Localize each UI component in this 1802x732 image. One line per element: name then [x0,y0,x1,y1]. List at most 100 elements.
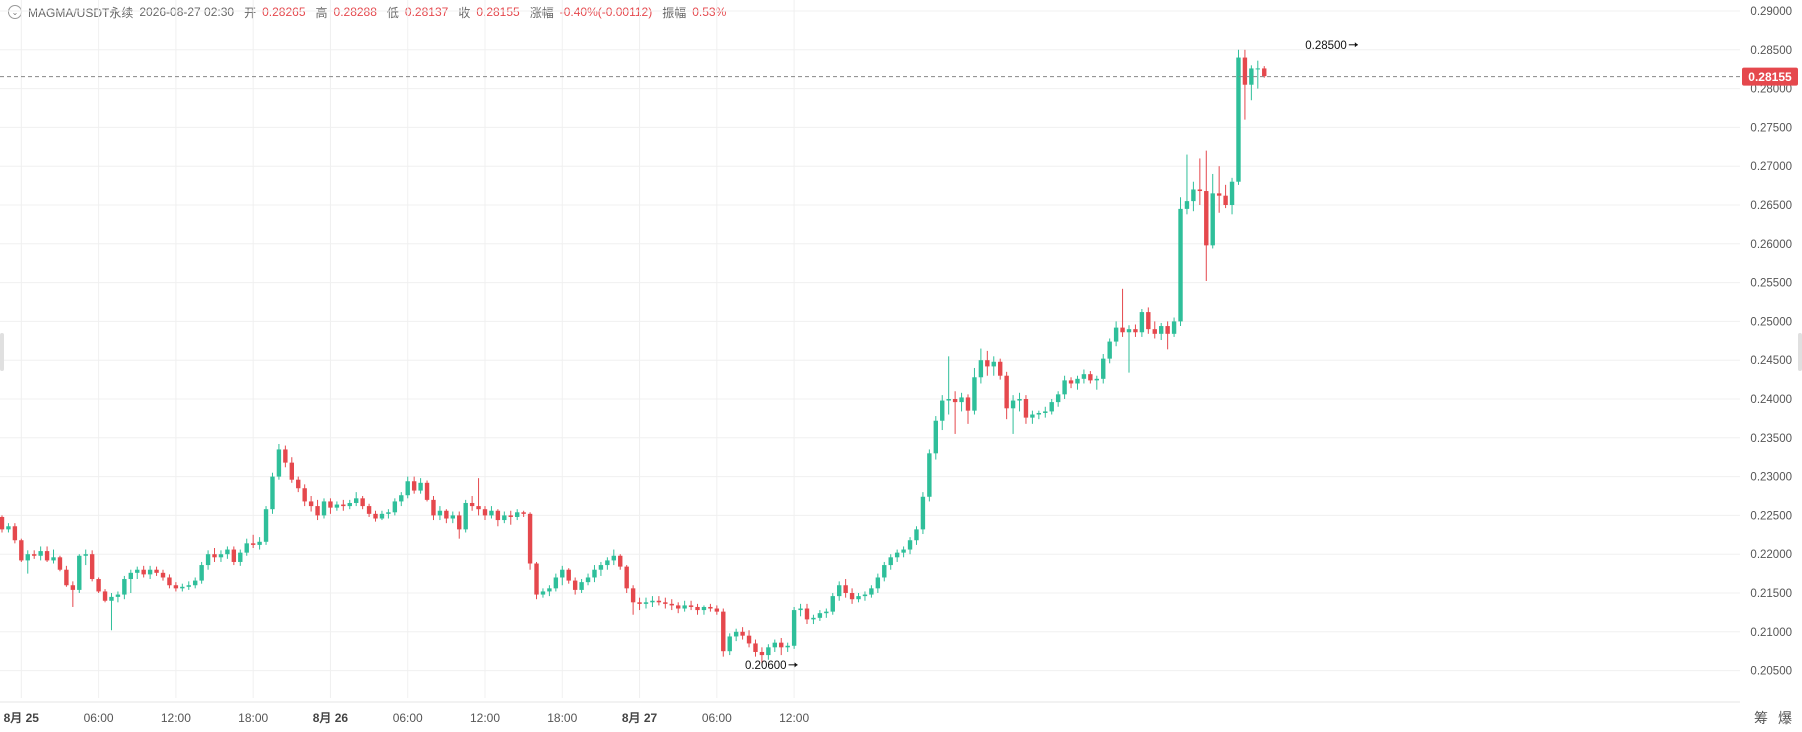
candle-body [1107,341,1112,359]
candle-up [263,506,269,545]
extreme-price-label: 0.28500 [1305,40,1347,52]
candle-body [695,606,700,611]
candle-body [1120,327,1125,333]
time-axis[interactable]: 8月 25 06:00 12:00 18:00 8月 26 06:00 12:00 18:00… [4,711,810,725]
candle-up [1249,65,1254,101]
bottom-tools: 筹 爆 [1754,708,1792,728]
y-tick-label: 0.25000 [1750,316,1792,328]
x-tick-label: 12:00 [161,711,191,725]
y-tick-label: 0.24500 [1750,355,1792,367]
candle-up [791,606,797,649]
candle-body [547,588,552,592]
candle-body [244,543,249,553]
candle-body [1068,380,1074,384]
candle-body [772,642,777,648]
left-resize-handle[interactable] [0,333,4,371]
candle-body [160,572,166,578]
candle-up [560,565,565,586]
candle-down [302,484,307,507]
candle-body [141,569,146,575]
right-resize-handle[interactable] [1798,333,1802,371]
candle-body [450,515,455,519]
candle-body [1204,191,1209,246]
candle-body [785,645,790,648]
candle-body [618,555,623,567]
candle-up [830,593,835,615]
candle-body [276,449,282,477]
close-label: 收 [458,5,471,20]
candle-up [837,581,842,601]
candle-body [392,501,398,513]
candle-body [830,596,835,612]
candle-body [321,501,327,516]
candle-up [77,554,82,593]
candle-up [128,569,133,593]
candle-up [1043,406,1048,418]
x-tick-label: 8月 26 [313,711,349,725]
candle-body [965,397,971,411]
candle-body [611,555,616,561]
candle-body [32,554,37,556]
x-tick-label: 12:00 [470,711,500,725]
candle-body [489,510,494,516]
candle-body [218,554,224,558]
candle-body [1197,189,1203,192]
x-tick-label: 8月 27 [622,711,658,725]
candle-body [927,453,932,497]
x-tick-label: 06:00 [393,711,423,725]
candle-body [1017,399,1022,401]
y-tick-label: 0.21000 [1750,627,1792,639]
candle-body [553,577,559,589]
candle-up [399,492,404,507]
candle-body [753,643,758,652]
candle-body [592,569,597,578]
candle-down [495,509,501,527]
candle-body [688,605,694,607]
candle-down [952,391,958,434]
candle-body [1171,321,1177,334]
candle-body [1229,181,1235,205]
candle-body [914,529,919,541]
candle-body [482,509,488,516]
chip-distribution-button[interactable]: 筹 [1754,710,1768,726]
x-tick-label: 06:00 [702,711,732,725]
candle-up [437,506,443,521]
symbol-name: MAGMA/USDT永续 [28,5,134,20]
candle-body [283,449,288,463]
candle-down [1133,324,1138,337]
candle-up [856,593,861,603]
candle-body [708,606,713,609]
candle-up [347,499,352,510]
candle-up [701,605,707,615]
candle-body [1062,380,1067,395]
candle-body [366,506,372,514]
y-tick-label: 0.27000 [1750,161,1792,173]
candle-body [972,377,977,411]
candle-up [1036,410,1042,420]
price-axis[interactable]: 0.20500 0.21000 0.21500 0.22000 0.22500 0.230… [1742,6,1798,678]
candle-body [875,577,881,589]
candle-body [328,501,333,508]
liquidation-button[interactable]: 爆 [1778,710,1792,726]
y-tick-label: 0.27500 [1750,122,1792,134]
candle-down [469,496,475,511]
overlays: 0.28500 0.20600 [0,40,1740,672]
candle-body [1081,374,1087,379]
candle-up [1191,181,1196,212]
candle-up [1055,391,1061,407]
candle-down [341,499,346,511]
candle-down [70,581,76,607]
candle-body [1223,195,1228,205]
candle-down [19,538,24,562]
candle-body [89,554,95,580]
candle-up [238,549,243,566]
y-tick-label: 0.23500 [1750,433,1792,445]
candle-down [296,476,301,493]
candle-down [1023,395,1029,424]
candle-body [527,513,533,564]
candle-body [1255,68,1260,70]
candle-body [334,504,340,508]
candle-up [585,573,591,586]
candle-body [624,566,629,589]
